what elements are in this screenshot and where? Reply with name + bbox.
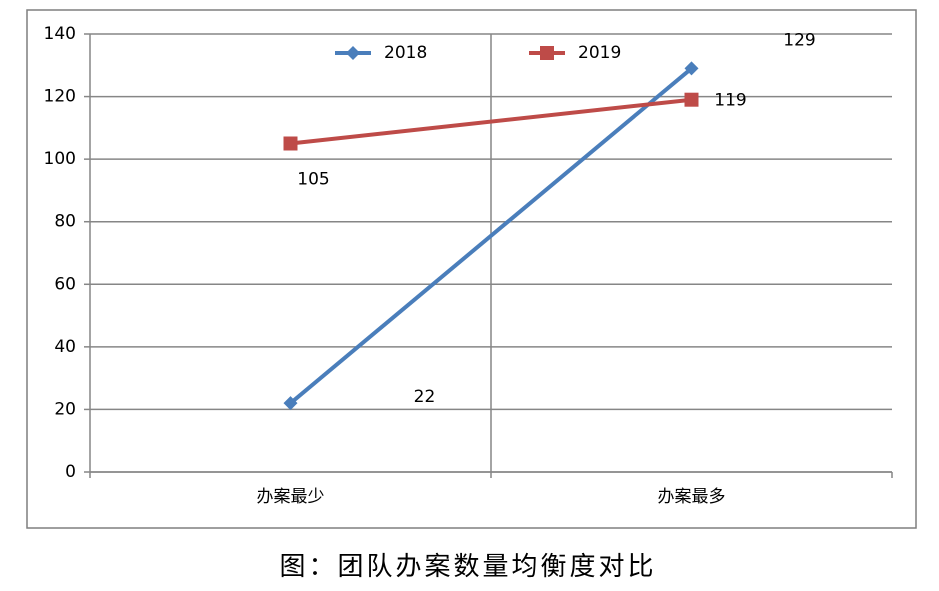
data-label: 22 <box>414 387 436 407</box>
chart-title: 图：团队办案数量均衡度对比 <box>279 552 656 582</box>
marker <box>684 61 699 76</box>
marker <box>283 136 298 151</box>
y-tick-label: 60 <box>54 274 76 294</box>
x-tick-label: 办案最少 <box>257 487 325 507</box>
chart-frame <box>26 9 917 529</box>
marker <box>684 92 699 107</box>
series-line <box>290 97 692 146</box>
legend-label: 2019 <box>578 43 621 63</box>
y-tick-label: 120 <box>44 87 76 107</box>
y-tick-label: 140 <box>44 24 76 44</box>
y-tick-label: 40 <box>54 337 76 357</box>
series-line <box>289 66 693 405</box>
data-label: 105 <box>297 170 329 190</box>
data-label: 119 <box>714 91 746 111</box>
marker <box>540 46 554 60</box>
x-tick-label: 办案最多 <box>658 487 726 507</box>
y-tick-label: 80 <box>54 212 76 232</box>
marker <box>283 396 298 411</box>
y-tick-label: 0 <box>65 462 76 482</box>
y-tick-label: 20 <box>54 399 76 419</box>
data-label: 129 <box>783 30 815 50</box>
legend-label: 2018 <box>384 43 427 63</box>
marker <box>346 46 360 60</box>
y-tick-label: 100 <box>44 149 76 169</box>
